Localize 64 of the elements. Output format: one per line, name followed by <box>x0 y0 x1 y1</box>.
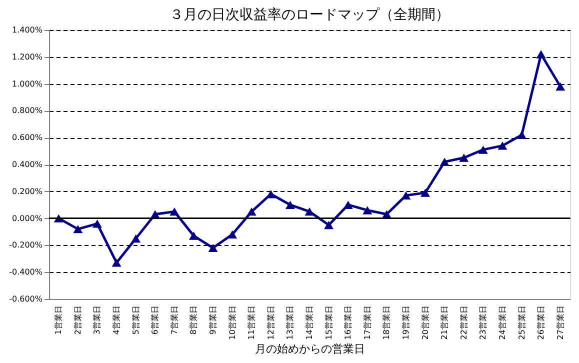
point <box>556 82 566 91</box>
point <box>188 232 198 240</box>
x-tick-label: 2営業日 <box>73 306 82 335</box>
x-tick-label: 15営業日 <box>324 306 334 340</box>
y-tick-label: 1.000% <box>12 79 43 88</box>
x-tick-label: 27営業日 <box>556 306 565 340</box>
point <box>343 200 353 209</box>
point <box>112 258 122 267</box>
point <box>517 130 526 140</box>
point <box>536 50 546 58</box>
point <box>131 234 141 243</box>
x-tick-label: 24営業日 <box>498 306 507 340</box>
x-tick-label: 11営業日 <box>247 306 256 340</box>
x-tick-label: 12営業日 <box>266 306 276 340</box>
x-tick-label: 18営業日 <box>382 306 392 340</box>
point <box>92 220 102 228</box>
x-tick-label: 7営業日 <box>170 306 179 335</box>
point <box>324 220 334 230</box>
x-tick-label: 21営業日 <box>440 306 450 340</box>
y-tick-label: -0.200% <box>9 240 43 250</box>
point <box>498 142 508 150</box>
point <box>246 207 256 216</box>
point <box>440 158 450 166</box>
point <box>304 207 314 216</box>
x-tick-label: 5営業日 <box>131 306 140 335</box>
x-tick-label: 19営業日 <box>401 306 410 340</box>
point <box>285 200 295 209</box>
x-tick-label: 23営業日 <box>478 306 488 340</box>
x-tick-label: 9営業日 <box>208 306 218 335</box>
chart-title: ３月の日次収益率のロードマップ（全期間） <box>170 7 450 23</box>
point <box>228 230 238 239</box>
x-tick-label: 8営業日 <box>189 306 198 335</box>
point <box>459 154 469 162</box>
y-tick-label: 0.000% <box>12 214 43 223</box>
point <box>73 224 83 234</box>
x-tick-label: 6営業日 <box>150 306 160 335</box>
y-tick-label: 1.400% <box>12 26 43 34</box>
x-tick-label: 4営業日 <box>112 306 122 335</box>
x-tick-label: 25営業日 <box>517 306 526 340</box>
point <box>420 188 430 197</box>
y-tick-label: -0.600% <box>9 294 43 304</box>
x-tick-label: 20営業日 <box>420 306 430 340</box>
x-tick-label: 26営業日 <box>536 306 546 340</box>
x-tick-label: 16営業日 <box>344 306 353 340</box>
x-tick-label: 14営業日 <box>305 306 314 340</box>
point <box>266 190 276 198</box>
x-tick-label: 13営業日 <box>286 306 295 340</box>
y-tick-label: -0.400% <box>9 268 43 277</box>
point <box>170 207 180 216</box>
point <box>478 146 488 154</box>
y-tick-label: 0.400% <box>12 160 43 169</box>
point <box>362 206 372 214</box>
y-tick-label: 1.200% <box>12 52 43 62</box>
x-tick-label: 17営業日 <box>362 306 372 340</box>
x-tick-label: 10営業日 <box>228 306 237 340</box>
y-tick-label: 0.200% <box>12 186 43 196</box>
x-tick-label: 22営業日 <box>459 306 468 340</box>
y-tick-label: 0.800% <box>12 106 43 116</box>
x-tick-label: 3営業日 <box>92 306 102 335</box>
x-tick-label: 1営業日 <box>54 306 64 335</box>
x-axis-title: 月の始めからの営業日 <box>255 342 365 356</box>
point <box>208 244 218 252</box>
point <box>401 191 411 200</box>
y-tick-label: 0.600% <box>12 133 43 142</box>
